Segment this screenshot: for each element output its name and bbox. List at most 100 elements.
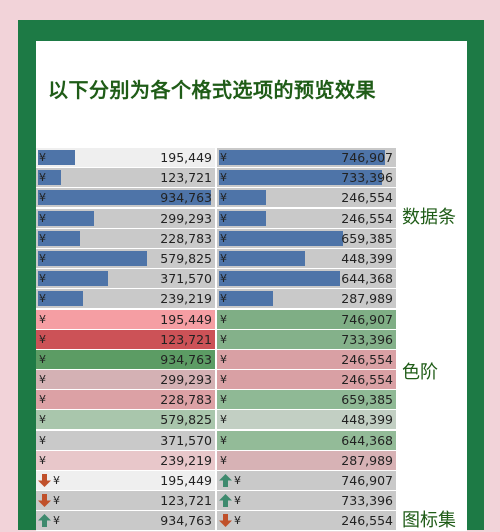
table-row: ¥579,825 ¥448,399 [36, 410, 396, 430]
cell-value: 195,449 [160, 473, 212, 488]
color-scale-cell: ¥239,219 [36, 450, 215, 470]
color-scale-cell: ¥195,449 [36, 309, 215, 329]
currency-symbol: ¥ [220, 332, 227, 346]
cell-value: 246,554 [341, 513, 393, 529]
cell-value: 934,763 [160, 190, 212, 206]
data-bar-cell: ¥644,368 [217, 269, 396, 289]
currency-symbol: ¥ [39, 151, 46, 164]
currency-symbol: ¥ [220, 433, 227, 447]
data-bar [38, 190, 212, 206]
color-scale-cell: ¥287,989 [217, 450, 396, 470]
data-bar-cell: ¥448,399 [217, 248, 396, 268]
cell-value: 239,219 [160, 452, 212, 468]
data-bar-cell: ¥371,570 [36, 269, 215, 289]
cell-value: 299,293 [160, 210, 212, 226]
cell-value: 448,399 [341, 250, 393, 266]
cell-value: 644,368 [341, 432, 393, 448]
data-bars-label: 数据条 [402, 207, 456, 228]
color-scale-cell: ¥733,396 [217, 329, 396, 349]
cell-value: 228,783 [160, 392, 212, 408]
currency-symbol: ¥ [220, 292, 227, 306]
data-bar [219, 291, 274, 307]
cell-value: 371,570 [160, 432, 212, 448]
cell-value: 299,293 [160, 372, 212, 388]
table-row: ¥299,293 ¥246,554 [36, 208, 396, 229]
currency-symbol: ¥ [39, 373, 46, 387]
currency-symbol: ¥ [220, 352, 227, 366]
data-bar [219, 190, 267, 206]
up-arrow-icon [219, 474, 232, 487]
color-scale-cell: ¥746,907 [217, 309, 396, 329]
cell-value: 246,554 [341, 372, 393, 388]
cell-value: 659,385 [341, 392, 393, 408]
color-scale-label: 色阶 [402, 362, 438, 383]
table-row: ¥123,721 ¥733,396 [36, 168, 396, 188]
cell-value: 579,825 [160, 412, 212, 428]
down-arrow-icon [219, 514, 232, 528]
currency-symbol: ¥ [39, 211, 46, 225]
data-bar [219, 250, 305, 266]
data-bar-cell: ¥228,783 [36, 228, 215, 248]
currency-symbol: ¥ [39, 453, 46, 467]
cell-value: 195,449 [160, 311, 212, 327]
currency-symbol: ¥ [39, 171, 46, 185]
currency-symbol: ¥ [220, 312, 227, 326]
currency-symbol: ¥ [39, 393, 46, 407]
cell-value: 934,763 [160, 351, 212, 367]
table-row: ¥579,825 ¥448,399 [36, 248, 396, 269]
table-row: ¥195,449 ¥746,907 [36, 471, 396, 491]
cell-value: 934,763 [160, 513, 212, 529]
currency-symbol: ¥ [234, 494, 241, 508]
table-row: ¥228,783 ¥659,385 [36, 390, 396, 410]
data-bar-cell: ¥299,293 [36, 208, 215, 228]
color-scale-cell: ¥644,368 [217, 430, 396, 450]
data-bar [219, 150, 386, 165]
currency-symbol: ¥ [39, 231, 46, 245]
cell-value: 733,396 [341, 170, 393, 186]
color-scale-cell: ¥371,570 [36, 430, 215, 450]
color-scale-cell: ¥123,721 [36, 329, 215, 349]
data-bar-cell: ¥123,721 [36, 168, 215, 188]
icon-set-label: 图标集 [402, 510, 456, 531]
color-scale-cell: ¥246,554 [217, 370, 396, 390]
cell-value: 123,721 [160, 170, 212, 186]
currency-symbol: ¥ [220, 171, 227, 185]
cell-value: 123,721 [160, 493, 212, 509]
icon-set-cell: ¥746,907 [217, 471, 396, 490]
table-row: ¥371,570 ¥644,368 [36, 430, 396, 451]
currency-symbol: ¥ [39, 332, 46, 346]
table-row: ¥934,763 ¥246,554 [36, 349, 396, 370]
cell-value: 746,907 [341, 150, 393, 165]
data-bar [38, 170, 61, 186]
cell-value: 448,399 [341, 412, 393, 428]
table-row: ¥934,763 ¥246,554 [36, 511, 396, 531]
up-arrow-icon [38, 514, 51, 528]
currency-symbol: ¥ [234, 474, 241, 487]
table-row: ¥195,449 ¥746,907 [36, 148, 396, 168]
data-bar-cell: ¥246,554 [217, 208, 396, 228]
icon-set-cell: ¥246,554 [217, 511, 396, 531]
currency-symbol: ¥ [220, 211, 227, 225]
table-row: ¥299,293 ¥246,554 [36, 370, 396, 390]
cell-value: 746,907 [341, 473, 393, 488]
up-arrow-icon [219, 494, 232, 508]
cell-value: 246,554 [341, 190, 393, 206]
cell-value: 733,396 [341, 331, 393, 347]
data-bar-cell: ¥246,554 [217, 188, 396, 208]
data-bar [38, 230, 80, 246]
data-bar [38, 291, 84, 307]
currency-symbol: ¥ [220, 231, 227, 245]
cell-value: 123,721 [160, 331, 212, 347]
color-scale-cell: ¥299,293 [36, 370, 215, 390]
cell-value: 371,570 [160, 271, 212, 287]
currency-symbol: ¥ [53, 474, 60, 487]
icon-set-cell: ¥733,396 [217, 491, 396, 511]
icon-set-cell: ¥123,721 [36, 491, 215, 511]
currency-symbol: ¥ [220, 191, 227, 205]
table-row: ¥371,570 ¥644,368 [36, 269, 396, 289]
currency-symbol: ¥ [220, 251, 227, 265]
currency-symbol: ¥ [220, 151, 227, 164]
currency-symbol: ¥ [39, 312, 46, 326]
icon-set-cell: ¥934,763 [36, 511, 215, 531]
currency-symbol: ¥ [39, 272, 46, 286]
